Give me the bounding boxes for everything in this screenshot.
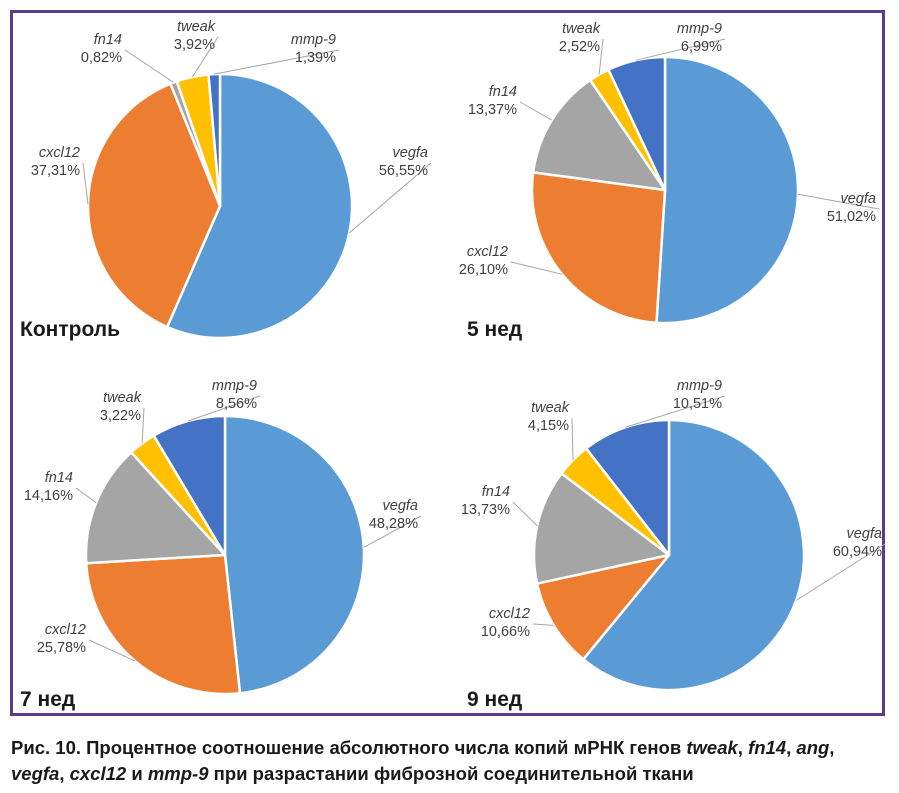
figure-frame — [10, 10, 885, 716]
pie-slice-vegfa — [165, 72, 354, 340]
pie-chart-2: vegfa 51,02% cxcl12 26,10% fn14 13,37% tweak 2,… — [459, 21, 880, 341]
slice-value-label-vegfa: 56,55% — [379, 163, 428, 179]
pie-slice-vegfa — [655, 55, 800, 325]
pie-chart-1: vegfa 56,55% cxcl12 37,31% fn14 0,82% tweak 3,9… — [20, 19, 432, 341]
pie-chart-3: vegfa 48,28% cxcl12 25,78% fn14 14,16% tweak 3,… — [20, 378, 422, 711]
pie-slice-cxcl12 — [84, 553, 242, 696]
leader-line-tweak — [571, 417, 574, 461]
slice-value-label-tweak: 3,22% — [100, 408, 141, 424]
leader-line-vegfa — [348, 162, 432, 234]
slice-name-label-tweak: tweak — [103, 390, 142, 406]
leader-line-tweak — [191, 36, 219, 78]
chart-title: 9 нед — [467, 688, 522, 711]
chart-title: 5 нед — [467, 318, 522, 341]
slice-name-label-mmp-9: mmp-9 — [212, 378, 257, 394]
slice-value-label-vegfa: 48,28% — [369, 516, 418, 532]
leader-line-fn14 — [75, 487, 97, 504]
slice-value-label-tweak: 3,92% — [174, 37, 215, 53]
leader-line-mmp-9 — [625, 395, 726, 428]
leader-line-mmp-9 — [635, 38, 726, 61]
slice-name-label-vegfa: vegfa — [847, 526, 882, 542]
slice-value-label-mmp-9: 6,99% — [681, 39, 722, 55]
pie-slice-fn14 — [532, 472, 671, 585]
slice-value-label-fn14: 13,37% — [468, 102, 517, 118]
slice-value-label-cxcl12: 10,66% — [481, 624, 530, 640]
slice-name-label-mmp-9: mmp-9 — [291, 32, 336, 48]
slice-value-label-tweak: 2,52% — [559, 39, 600, 55]
slice-value-label-mmp-9: 10,51% — [673, 396, 722, 412]
leader-line-tweak — [598, 38, 604, 75]
leader-line-cxcl12 — [82, 162, 89, 205]
leader-line-mmp-9 — [214, 49, 340, 75]
figure-caption: Рис. 10. Процентное соотношение абсолютн… — [11, 735, 889, 787]
pie-slice-cxcl12 — [530, 171, 667, 324]
slice-name-label-mmp-9: mmp-9 — [677, 378, 722, 394]
pie-slice-fn14 — [84, 451, 227, 565]
slice-value-label-fn14: 0,82% — [81, 50, 122, 66]
slice-name-label-tweak: tweak — [562, 21, 601, 37]
pie-slice-vegfa — [223, 414, 366, 695]
chart-title: Контроль — [20, 318, 120, 341]
caption-gene-mmp9: mmp-9 — [147, 763, 209, 784]
leader-line-cxcl12 — [88, 639, 136, 662]
slice-name-label-fn14: fn14 — [482, 484, 510, 500]
caption-lead: Рис. 10. Процентное соотношение абсолютн… — [11, 737, 687, 758]
slice-name-label-tweak: tweak — [531, 400, 570, 416]
slice-name-label-vegfa: vegfa — [383, 498, 418, 514]
caption-separator: и — [126, 763, 148, 784]
caption-tail: при разрастании фиброзной соединительной… — [208, 763, 694, 784]
leader-line-vegfa — [363, 515, 422, 548]
slice-name-label-cxcl12: cxcl12 — [467, 244, 508, 260]
caption-gene-tweak: tweak — [686, 737, 738, 758]
leader-line-vegfa — [795, 543, 886, 601]
leader-line-cxcl12 — [532, 623, 554, 626]
leader-line-fn14 — [519, 101, 553, 121]
slice-name-label-mmp-9: mmp-9 — [677, 21, 722, 37]
caption-separator: , — [829, 737, 835, 758]
slice-value-label-cxcl12: 25,78% — [37, 640, 86, 656]
caption-separator: , — [737, 737, 749, 758]
slice-name-label-tweak: tweak — [177, 19, 216, 35]
caption-gene-ang: ang — [796, 737, 830, 758]
pie-slice-mmp-9 — [584, 418, 671, 557]
pie-slice-mmp-9 — [607, 55, 667, 192]
caption-gene-vegfa: vegfa — [11, 763, 60, 784]
leader-line-fn14 — [124, 49, 174, 83]
slice-value-label-mmp-9: 1,39% — [295, 50, 336, 66]
pie-slice-cxcl12 — [535, 553, 671, 661]
leader-line-vegfa — [797, 193, 880, 210]
pie-slice-cxcl12 — [86, 82, 222, 329]
pie-slice-mmp-9 — [207, 72, 222, 208]
caption-gene-cxcl12: cxcl12 — [69, 763, 127, 784]
caption-separator: , — [786, 737, 797, 758]
slice-value-label-vegfa: 51,02% — [827, 209, 876, 225]
slice-name-label-fn14: fn14 — [94, 32, 122, 48]
leader-line-tweak — [141, 407, 145, 444]
slice-value-label-fn14: 13,73% — [461, 502, 510, 518]
leader-line-cxcl12 — [510, 261, 563, 275]
slice-name-label-cxcl12: cxcl12 — [39, 145, 80, 161]
slice-name-label-fn14: fn14 — [45, 470, 73, 486]
leader-line-fn14 — [512, 501, 538, 527]
slice-value-label-cxcl12: 37,31% — [31, 163, 80, 179]
slice-name-label-cxcl12: cxcl12 — [45, 622, 86, 638]
leader-line-mmp-9 — [187, 395, 261, 422]
caption-gene-fn14: fn14 — [748, 737, 787, 758]
slice-value-label-fn14: 14,16% — [24, 488, 73, 504]
chart-title: 7 нед — [20, 688, 75, 711]
slice-value-label-vegfa: 60,94% — [833, 544, 882, 560]
slice-name-label-cxcl12: cxcl12 — [489, 606, 530, 622]
pie-chart-4: vegfa 60,94% cxcl12 10,66% fn14 13,73% tweak 4,… — [461, 378, 886, 711]
slice-value-label-tweak: 4,15% — [528, 418, 569, 434]
slice-value-label-mmp-9: 8,56% — [216, 396, 257, 412]
slice-name-label-fn14: fn14 — [489, 84, 517, 100]
caption-separator: , — [59, 763, 70, 784]
slice-value-label-cxcl12: 26,10% — [459, 262, 508, 278]
slice-name-label-vegfa: vegfa — [841, 191, 876, 207]
slice-name-label-vegfa: vegfa — [393, 145, 428, 161]
